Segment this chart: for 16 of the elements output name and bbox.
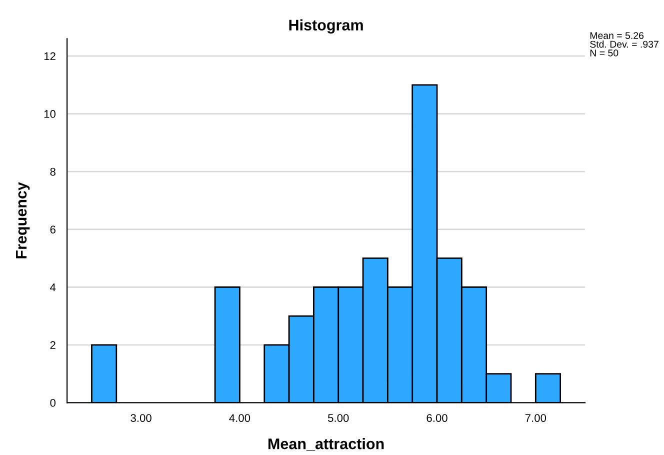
y-tick-label: 8 xyxy=(50,168,56,176)
y-tick-label: 10 xyxy=(44,110,56,118)
x-tick-label: 4.00 xyxy=(229,414,250,422)
x-tick-label: 3.00 xyxy=(130,414,152,422)
y-tick-label: 2 xyxy=(50,341,56,349)
y-tick-label: 4 xyxy=(50,284,56,292)
x-tick-label: 6.00 xyxy=(426,414,448,422)
x-axis-title: Mean_attraction xyxy=(268,438,384,451)
y-axis-title: Frequency xyxy=(16,182,30,258)
y-tick-label: 12 xyxy=(44,52,56,60)
y-tick-label: 6 xyxy=(50,226,56,234)
chart-title: Histogram xyxy=(289,19,363,34)
text: Mean = 5.26 Std. Dev. = .937 N = 50 xyxy=(590,32,658,56)
x-tick-label: 7.00 xyxy=(525,414,546,422)
y-tick-label: 0 xyxy=(50,398,56,407)
x-tick-label: 5.00 xyxy=(328,414,349,422)
